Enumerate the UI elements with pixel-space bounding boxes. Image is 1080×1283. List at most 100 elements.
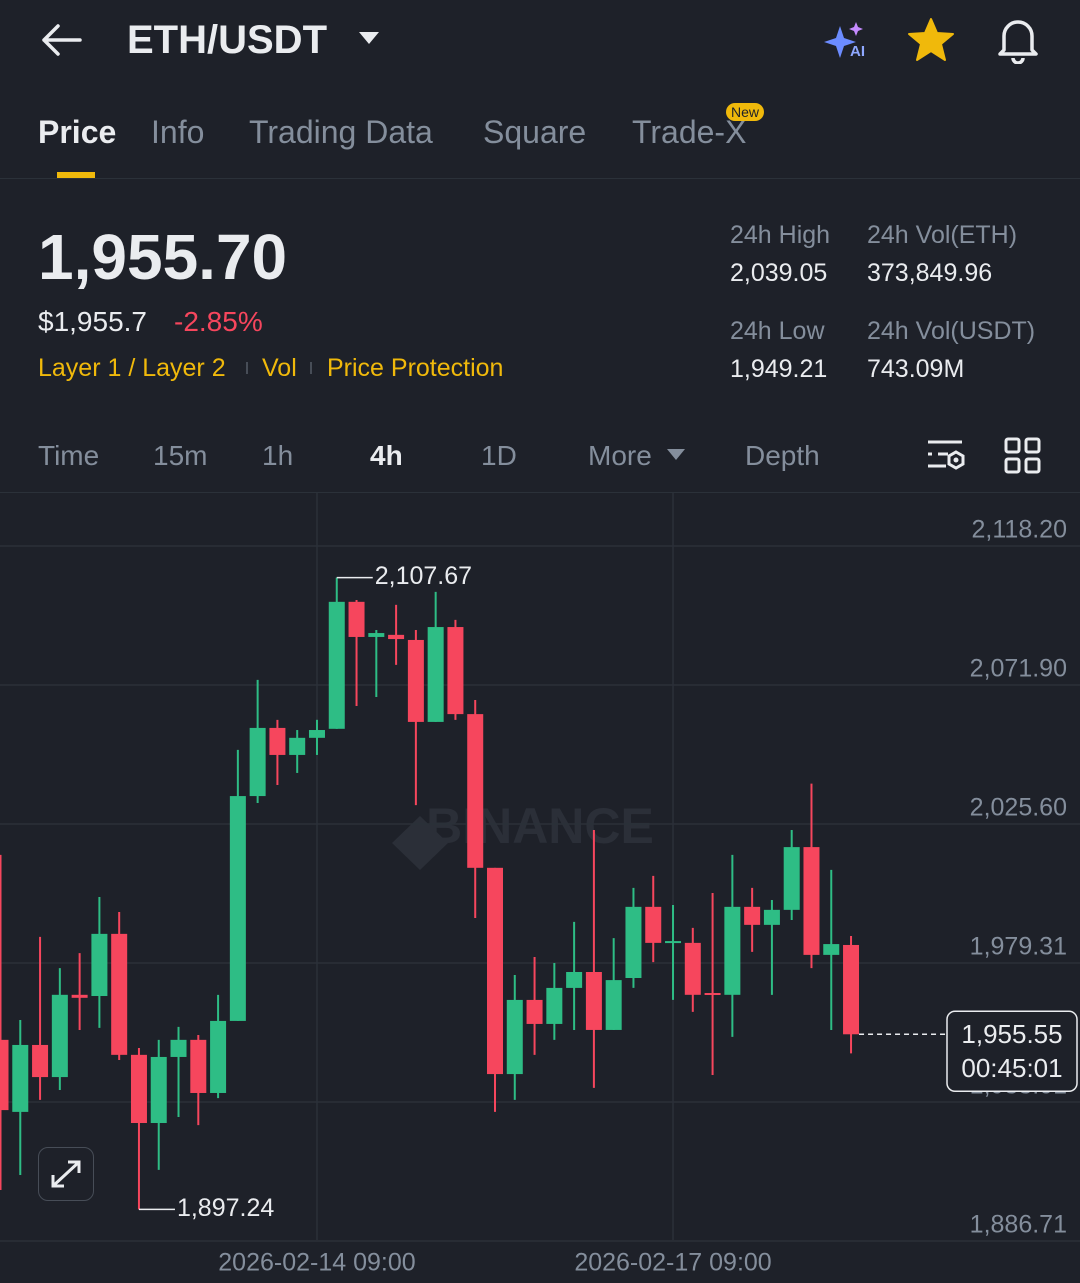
candle-body [229,796,246,1021]
tag[interactable]: Vol [262,354,297,382]
candle-body [566,971,583,988]
candle-body [407,639,424,722]
high-label: 2,107.67 [375,562,472,590]
candle-body [368,633,385,637]
tab[interactable]: Trading Data [249,114,433,150]
candle-body [51,994,68,1078]
candle-body [269,727,286,755]
candle-body [447,627,464,715]
price-change: -2.85% [174,306,263,337]
stat-value: 373,849.96 [867,259,993,287]
usd-price: $1,955.7 [38,306,147,337]
candle-body [210,1020,227,1093]
candle-body [506,999,523,1075]
candle-body [823,944,840,955]
stat-value: 1,949.21 [730,355,828,383]
candle-body [91,933,108,997]
candle-body [348,601,365,637]
candle-body [783,847,800,910]
candle-body [645,906,662,943]
stat-label: 24h Vol(ETH) [867,221,1018,249]
tab[interactable]: Price [38,114,117,150]
candle-body [328,601,345,729]
candle-body [546,987,563,1024]
stat-value: 2,039.05 [730,259,828,287]
pair-dropdown[interactable] [357,30,381,46]
candle-body [150,1056,167,1124]
last-price-box [946,1010,1078,1093]
more-caret[interactable] [666,448,686,462]
candle-body [585,971,602,1030]
back-button[interactable] [38,22,84,58]
tag-separator [310,362,312,374]
favorite-star[interactable] [906,16,956,64]
fullscreen-button[interactable] [38,1147,94,1201]
stat-label: 24h High [730,221,831,249]
candle-body [388,634,405,640]
x-tick-label: 2026-02-17 09:00 [574,1249,771,1277]
interval[interactable]: Time [38,440,100,471]
candle-body [605,980,622,1030]
countdown: 00:45:01 [961,1053,1062,1083]
indicator-settings[interactable] [926,438,966,474]
y-tick-label: 2,071.90 [970,655,1067,683]
candle-body [724,906,741,995]
interval[interactable]: 1h [262,440,294,471]
alert-bell[interactable] [994,14,1042,64]
candle-body [249,727,266,797]
svg-text:AI: AI [850,43,865,60]
candle-body [684,942,701,995]
candle-body [308,730,325,738]
stat-value: 743.09M [867,355,965,383]
candle-body [665,941,682,944]
candle-body [843,944,860,1035]
y-tick-label: 2,025.60 [970,794,1067,822]
low-label: 1,897.24 [177,1194,274,1222]
tab[interactable]: Square [483,114,587,150]
candlestick-chart: BINANCE 2,118.20 2,071.90 2,025.60 1,979.31… [0,493,1080,1277]
y-tick-label: 1,886.71 [970,1211,1067,1239]
candle-body [12,1044,29,1112]
new-badge: New [726,103,765,121]
layout-grid[interactable] [1004,437,1042,475]
tab-indicator [57,172,95,178]
candle-body [0,1039,9,1111]
divider [0,178,1080,179]
interval[interactable]: More [588,440,652,471]
y-tick-label: 2,118.20 [972,516,1067,544]
candle-body [71,994,88,998]
tab[interactable]: Trade-X [632,114,747,150]
stat-label: 24h Vol(USDT) [867,317,1036,345]
candle-body [625,906,642,979]
last-price-label: 1,955.55 [961,1019,1062,1049]
candle-body [526,999,543,1024]
interval[interactable]: 15m [153,440,208,471]
interval[interactable]: Depth [745,440,820,471]
candle-body [32,1044,49,1078]
candle-body [744,906,761,925]
stat-label: 24h Low [730,317,825,345]
tab[interactable]: Info [151,114,205,150]
candle-body [130,1054,147,1124]
last-price: 1,955.70 [38,221,288,293]
ai-icon[interactable]: AI [820,20,870,62]
candle-body [704,993,721,996]
pair-title[interactable]: ETH/USDT [127,18,327,62]
interval[interactable]: 4h [370,440,403,471]
candle-body [289,737,306,755]
x-tick-label: 2026-02-14 09:00 [218,1249,415,1277]
fullscreen-icon [51,1160,81,1188]
candle-body [427,627,444,722]
candle-body [170,1039,187,1057]
candle-body [763,909,780,925]
candle-body [487,867,503,1075]
tag-separator [246,362,248,374]
tag[interactable]: Price Protection [327,354,504,382]
y-tick-label: 1,979.31 [970,933,1067,961]
candle-body [190,1039,207,1093]
candle-body [467,714,484,868]
tag[interactable]: Layer 1 / Layer 2 [38,354,226,382]
watermark-logo [392,816,448,870]
interval[interactable]: 1D [481,440,517,471]
